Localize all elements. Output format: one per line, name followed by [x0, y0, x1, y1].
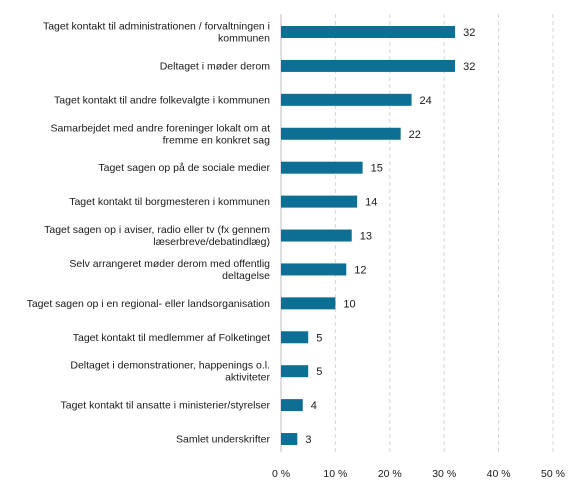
x-axis-tick-labels: 0 % 10 % 20 % 30 % 40 % 50 % — [272, 468, 565, 480]
bar — [281, 331, 309, 344]
data-label: 13 — [360, 231, 372, 243]
data-label: 12 — [354, 264, 366, 276]
bar — [281, 59, 456, 72]
data-label: 24 — [420, 95, 432, 107]
category-label: Samlet underskrifter — [176, 434, 270, 446]
data-label: 3 — [305, 434, 311, 446]
data-label: 15 — [371, 163, 383, 175]
category-label: Taget sagen op i en regional- eller land… — [27, 298, 271, 310]
bar — [281, 229, 352, 242]
bar — [281, 195, 358, 208]
x-tick-label: 10 % — [323, 468, 347, 480]
x-tick-label: 30 % — [432, 468, 456, 480]
category-label: Deltaget i demonstrationer, happenings o… — [70, 360, 270, 384]
gridlines — [280, 14, 554, 452]
bar — [281, 161, 363, 174]
data-label: 32 — [463, 61, 475, 73]
category-label: Deltaget i møder derom — [160, 60, 271, 72]
bars — [281, 26, 456, 446]
category-label: Taget sagen op i aviser, radio eller tv … — [44, 224, 270, 248]
data-label: 5 — [316, 366, 322, 378]
bar — [281, 93, 412, 106]
data-label: 22 — [409, 129, 421, 141]
category-label: Taget kontakt til borgmesteren i kommune… — [69, 196, 270, 208]
x-tick-label: 40 % — [487, 468, 511, 480]
category-labels: Taget kontakt til administrationen / for… — [27, 21, 271, 446]
bar — [281, 365, 309, 378]
x-tick-label: 20 % — [378, 468, 402, 480]
category-label: Samarbejdet med andre foreninger lokalt … — [51, 122, 271, 146]
category-label: Taget kontakt til administrationen / for… — [43, 21, 270, 45]
bar — [281, 26, 456, 38]
bar — [281, 127, 401, 140]
bar — [281, 297, 336, 310]
data-label: 14 — [365, 197, 377, 209]
category-label: Taget kontakt til andre folkevalgte i ko… — [54, 94, 270, 106]
data-label: 4 — [311, 400, 317, 412]
data-label: 5 — [316, 332, 322, 344]
category-label: Selv arrangeret møder derom med offentli… — [69, 258, 270, 282]
bar — [281, 433, 298, 446]
data-label: 32 — [463, 27, 475, 39]
category-label: Taget sagen op på de sociale medier — [98, 162, 270, 174]
x-tick-label: 0 % — [272, 468, 290, 480]
category-label: Taget kontakt til medlemmer af Folketing… — [73, 332, 270, 344]
x-tick-label: 50 % — [541, 468, 565, 480]
data-label: 10 — [343, 298, 355, 310]
bar — [281, 399, 303, 412]
value-labels: 32 32 24 22 15 14 13 12 10 5 5 4 3 — [305, 27, 475, 446]
category-label: Taget kontakt til ansatte i ministerier/… — [61, 400, 271, 412]
bar — [281, 263, 347, 276]
